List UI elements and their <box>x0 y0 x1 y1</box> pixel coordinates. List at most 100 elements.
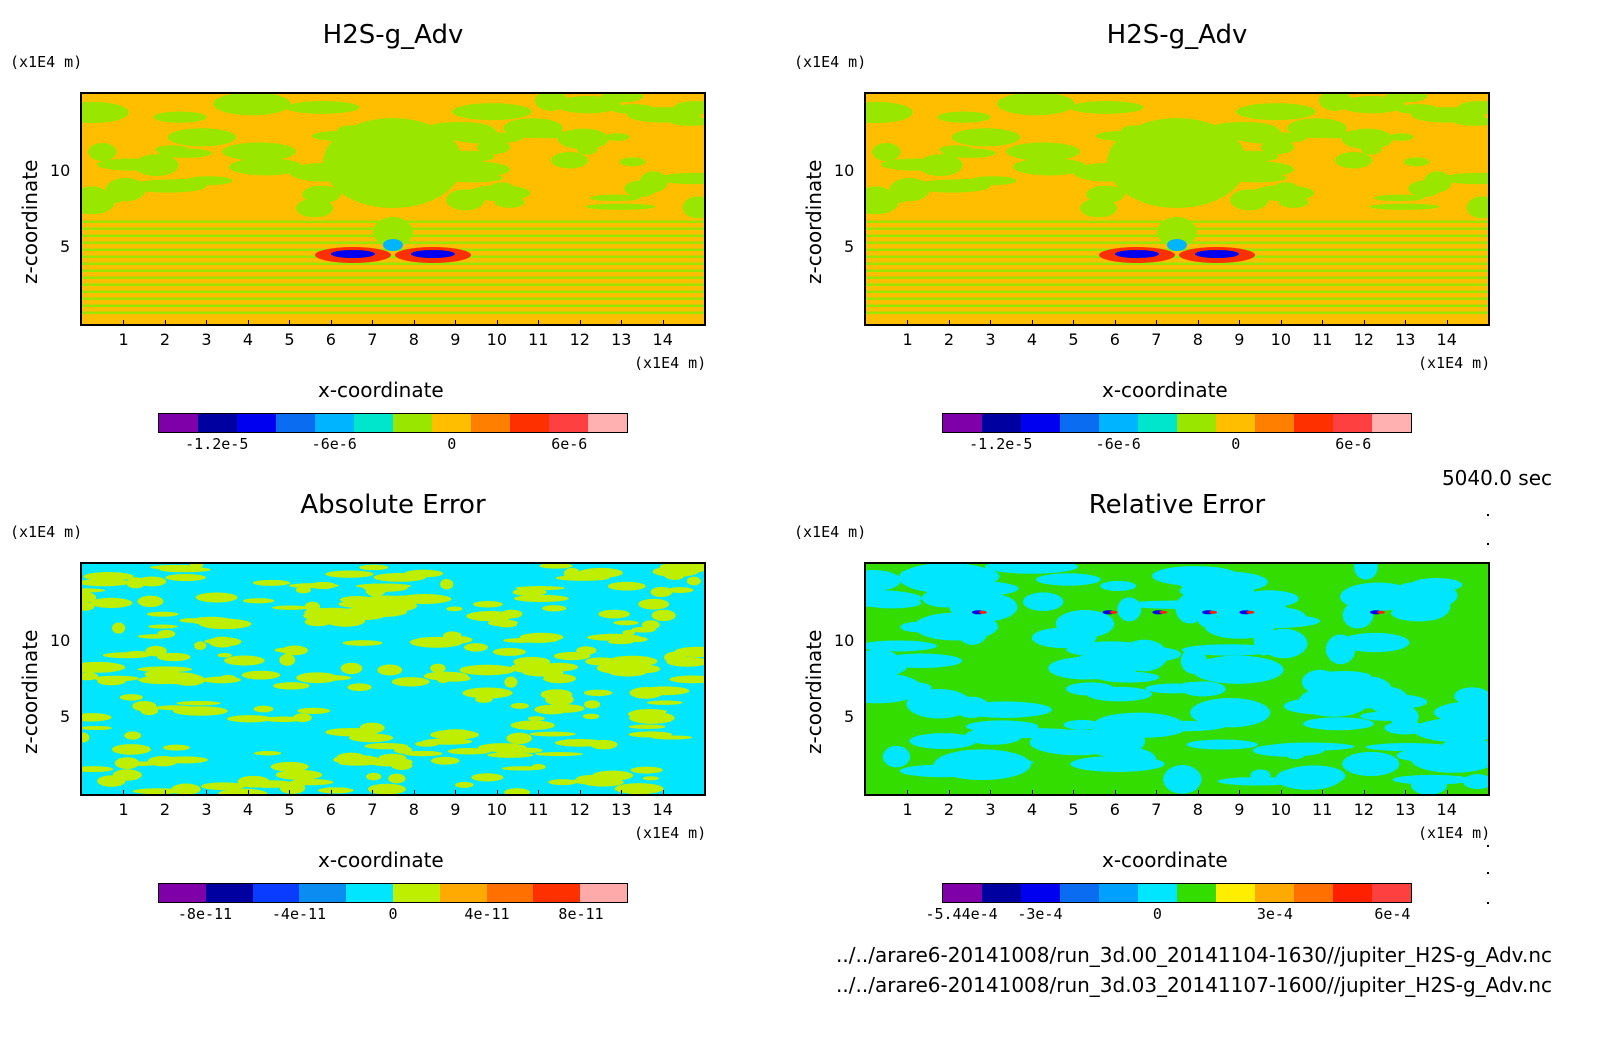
colorbar-label: 0 <box>1231 435 1241 453</box>
contour-blob <box>1117 597 1142 622</box>
contour-blob <box>598 609 630 619</box>
contour-blob <box>610 664 653 669</box>
heatmap-svg <box>82 564 704 794</box>
x-tick-label: 6 <box>325 800 336 819</box>
x-tick-label: 4 <box>242 800 254 819</box>
x-tick-mark <box>990 790 992 796</box>
contour-blob <box>937 111 991 123</box>
colorbar-swatch <box>1177 884 1216 902</box>
contour-blob <box>650 586 673 598</box>
marker-dot <box>1487 845 1489 847</box>
x-tick-label: 5 <box>1068 800 1079 819</box>
colorbar-swatch <box>1294 884 1333 902</box>
x-tick-label: 14 <box>652 800 673 819</box>
contour-blob <box>627 709 667 719</box>
contour-blob <box>82 101 129 124</box>
x-tick-mark <box>990 320 992 326</box>
x-tick-label: 6 <box>1109 800 1120 819</box>
colorbar-swatch <box>1333 884 1372 902</box>
anomaly-negative <box>411 250 455 258</box>
contour-blob <box>271 605 310 610</box>
contour-blob <box>338 761 377 766</box>
colorbar-swatch <box>237 414 276 432</box>
colorbar-label: 6e-4 <box>1374 905 1411 923</box>
x-tick-mark <box>496 790 498 796</box>
contour-blob <box>576 144 598 155</box>
plot-title: H2S-g_Adv <box>322 20 464 50</box>
contour-blob <box>501 766 544 771</box>
contour-blob <box>516 747 543 754</box>
contour-blob <box>303 610 345 621</box>
x-tick-mark <box>372 320 374 326</box>
contour-blob <box>253 751 282 756</box>
y-tick-label: 10 <box>834 160 855 180</box>
x-axis-label: x-coordinate <box>1102 378 1228 402</box>
x-tick-label: 1 <box>902 800 913 819</box>
contour-blob <box>158 148 213 158</box>
contour-blob <box>1191 655 1284 684</box>
contour-blob <box>614 783 664 794</box>
colorbar-swatch <box>580 884 627 902</box>
contour-blob <box>639 171 668 193</box>
contour-blob <box>82 588 106 593</box>
x-tick-label: 1 <box>118 330 129 349</box>
y-axis-label: z-coordinate <box>18 629 42 754</box>
contour-blob <box>669 117 704 126</box>
contour-blob <box>622 629 636 636</box>
x-tick-label: 1 <box>902 330 913 349</box>
contour-blob <box>279 654 296 666</box>
x-tick-label: 6 <box>325 330 336 349</box>
panel-2: H2S-g_Adv (x1E4 m) 1 2 3 4 5 6 7 8 9 10 11 12 13 14 10 5(… <box>784 0 1584 480</box>
x-tick-mark <box>538 320 540 326</box>
contour-blob <box>1325 634 1356 665</box>
y-axis-label: z-coordinate <box>18 159 42 284</box>
contour-blob <box>1029 729 1126 756</box>
colorbar-swatch <box>354 414 393 432</box>
x-tick-mark <box>1280 790 1282 796</box>
colorbar-swatch <box>392 884 440 902</box>
x-tick-label: 4 <box>1026 800 1038 819</box>
x-tick-mark <box>579 790 581 796</box>
contour-blob <box>171 783 201 794</box>
colorbar-label: -5.44e-4 <box>925 905 998 923</box>
contour-blob <box>882 745 911 768</box>
panel-3: Absolute Error (x1E4 m) 1 2 3 4 5 6 7 8 9 10 11 12 13 1… <box>0 470 800 950</box>
contour-blob <box>1006 142 1081 161</box>
contour-blob <box>651 609 676 622</box>
y-tick-label: 5 <box>60 707 71 727</box>
contour-blob <box>866 655 908 677</box>
contour-blob <box>83 572 134 581</box>
anomaly-cyan <box>383 239 403 251</box>
x-tick-mark <box>1446 320 1448 326</box>
contour-blob <box>347 683 372 692</box>
x-tick-mark <box>289 320 291 326</box>
x-tick-mark <box>1322 320 1324 326</box>
colorbar-label: 0 <box>1152 905 1162 923</box>
x-unit-label: (x1E4 m) <box>634 354 707 372</box>
contour-blob <box>942 148 997 158</box>
colorbar-swatch <box>943 884 982 902</box>
colorbar <box>942 883 1412 903</box>
y-unit-label: (x1E4 m) <box>794 53 867 71</box>
plot-title: H2S-g_Adv <box>1106 20 1248 50</box>
contour-blob <box>304 601 321 612</box>
contour-blob <box>476 692 505 697</box>
contour-blob <box>213 94 291 116</box>
contour-blob <box>463 643 489 652</box>
colorbar-swatch <box>1372 414 1411 432</box>
contour-band <box>82 304 704 307</box>
contour-blob <box>1094 712 1183 736</box>
contour-blob <box>124 731 142 740</box>
contour-blob <box>204 638 242 645</box>
contour-blob <box>541 605 567 612</box>
anomaly-spot <box>1159 610 1168 614</box>
contour-blob <box>157 652 191 662</box>
contour-blob <box>1260 628 1308 659</box>
contour-blob <box>132 788 183 794</box>
x-tick-mark <box>164 790 166 796</box>
contour-blob <box>898 564 997 594</box>
contour-blob <box>667 587 694 594</box>
x-tick-label: 12 <box>1353 330 1374 349</box>
colorbar-swatch <box>1216 884 1255 902</box>
contour-blob <box>663 651 687 663</box>
